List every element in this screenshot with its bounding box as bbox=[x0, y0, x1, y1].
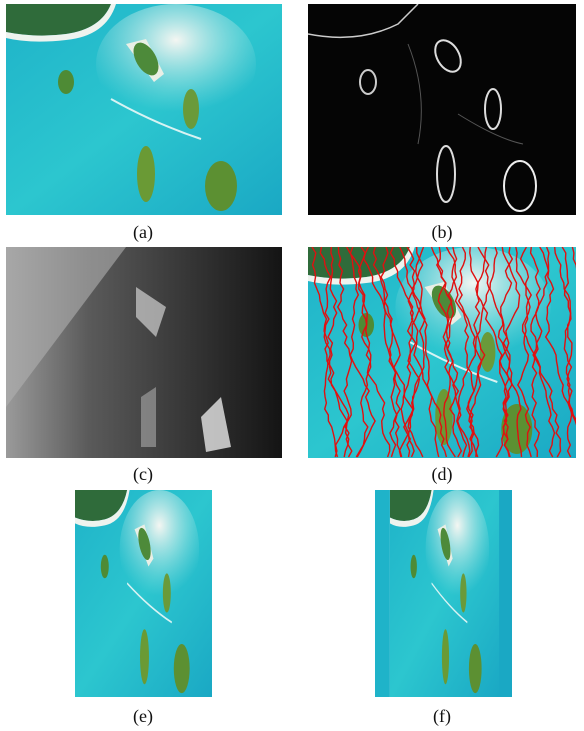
caption: (f) bbox=[402, 706, 482, 726]
image-d bbox=[308, 247, 576, 458]
caption: (c) bbox=[103, 464, 183, 484]
image-a bbox=[6, 4, 282, 215]
caption: (a) bbox=[103, 222, 183, 242]
image-c bbox=[6, 247, 282, 458]
image-e bbox=[75, 490, 212, 697]
figure: (a) (b) (c) (d) (e) (f) bbox=[0, 0, 584, 731]
caption: (b) bbox=[402, 222, 482, 242]
image-b bbox=[308, 4, 576, 215]
image-f bbox=[375, 490, 512, 697]
caption: (e) bbox=[103, 706, 183, 726]
caption: (d) bbox=[402, 464, 482, 484]
